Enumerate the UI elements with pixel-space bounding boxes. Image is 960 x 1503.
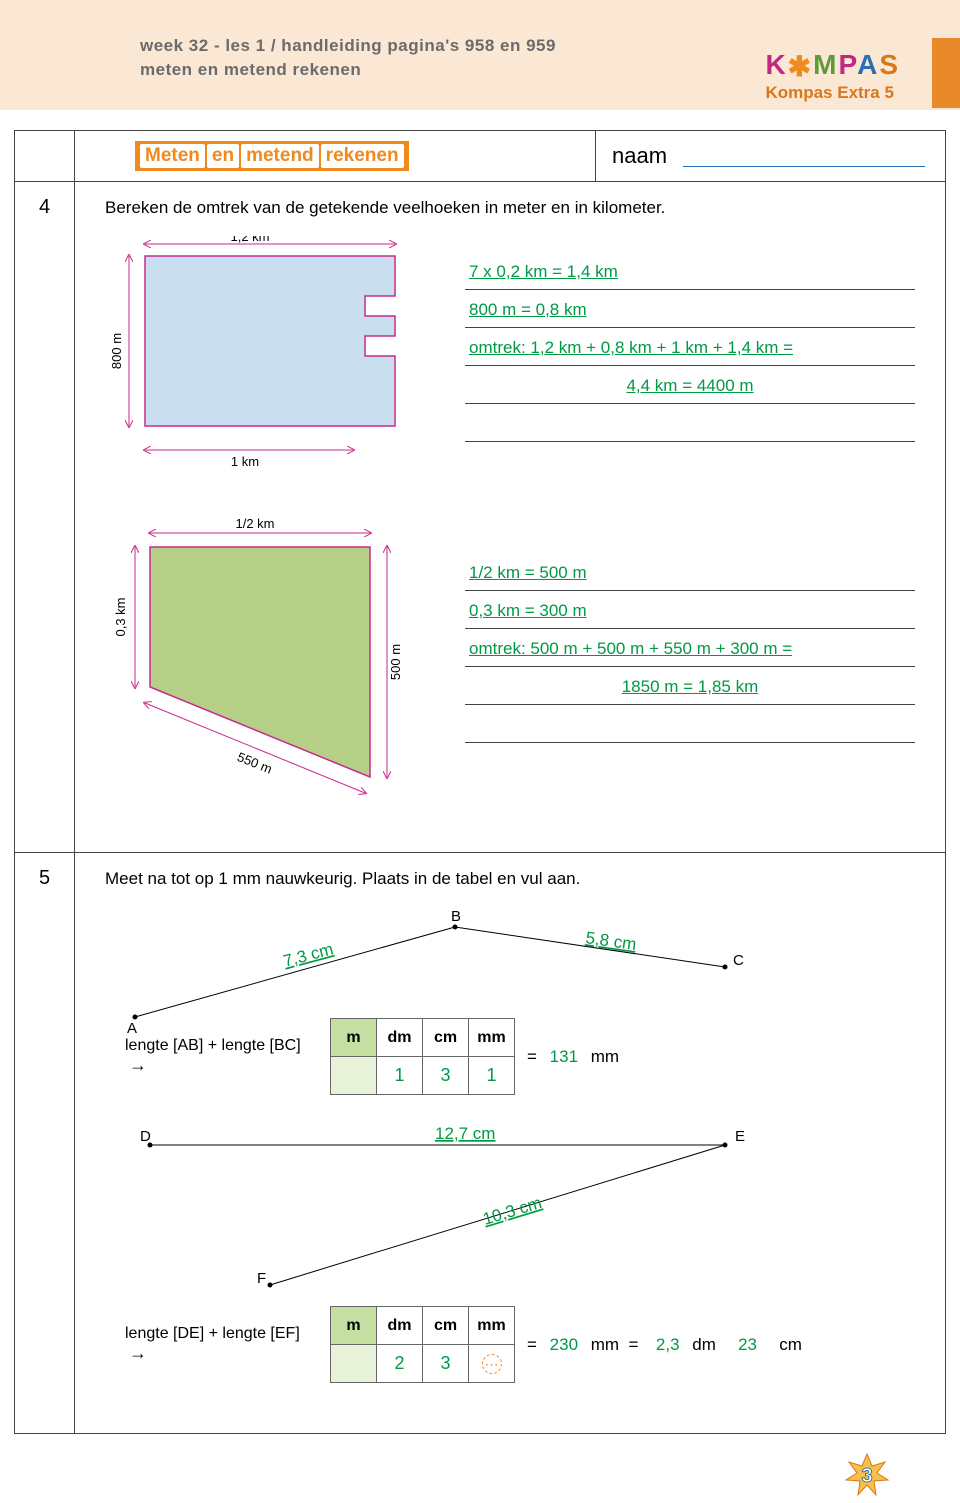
s2-ans2[interactable]: 0,3 km = 300 m [465,595,915,629]
ex5-row2: lengte [DE] + lengte [EF] → m dm cm mm 2… [125,1306,915,1383]
shape1-answers: 7 x 0,2 km = 1,4 km 800 m = 0,8 km omtre… [445,236,915,481]
td2-cm[interactable]: 3 [423,1345,469,1383]
s2-ans5[interactable] [465,709,915,743]
svg-text:A: A [127,1020,137,1037]
ex5-instruction: Meet na tot op 1 mm nauwkeurig. Plaats i… [105,869,915,889]
kompas-logo: K✱MPAS [765,48,900,81]
title-mid: Metenenmetendrekenen [75,131,595,181]
td-dm[interactable]: 1 [377,1057,423,1095]
th-m: m [331,1019,377,1057]
worksheet: Metenenmetendrekenen naam 4 Bereken de o… [14,130,946,1434]
row1-table: m dm cm mm 1 3 1 [330,1018,515,1095]
svg-text:C: C [733,952,744,969]
naam-field: naam [595,131,945,181]
badge-w1: Meten [140,144,205,168]
svg-text:D: D [140,1128,151,1145]
th2-cm: cm [423,1307,469,1345]
svg-text:10,3 cm: 10,3 cm [481,1193,544,1229]
badge-w2: en [207,144,239,168]
header-logo-block: K✱MPAS Kompas Extra 5 [765,48,900,103]
s2-ans4[interactable]: 1850 m = 1,85 km [465,671,915,705]
svg-text:500 m: 500 m [388,644,403,680]
page-header: week 32 - les 1 / handleiding pagina's 9… [0,0,960,110]
td2-mm[interactable]: ⋯ [469,1345,515,1383]
svg-text:F: F [257,1270,266,1287]
td2-dm[interactable]: 2 [377,1345,423,1383]
badge-w4: rekenen [321,144,404,168]
svg-text:1/2 km: 1/2 km [235,517,274,531]
kompas-subtitle: Kompas Extra 5 [765,83,900,103]
s2-ans1[interactable]: 1/2 km = 500 m [465,557,915,591]
header-text: week 32 - les 1 / handleiding pagina's 9… [140,36,556,80]
svg-text:5,8 cm: 5,8 cm [584,928,637,954]
s1-ans4[interactable]: 4,4 km = 4400 m [465,370,915,404]
s1-ans3[interactable]: omtrek: 1,2 km + 0,8 km + 1 km + 1,4 km … [465,332,915,366]
shape2-answers: 1/2 km = 500 m 0,3 km = 300 m omtrek: 50… [445,517,915,812]
badge-w3: metend [241,144,319,168]
exercise-4: 4 Bereken de omtrek van de getekende vee… [15,182,945,853]
exercise-5: 5 Meet na tot op 1 mm nauwkeurig. Plaats… [15,853,945,1433]
svg-text:7,3 cm: 7,3 cm [281,939,335,971]
shape1-svg: 1,2 km 800 m 1 km [105,236,445,481]
page-number-icon: 3 [844,1452,890,1498]
ex5-body: Meet na tot op 1 mm nauwkeurig. Plaats i… [75,853,945,1433]
th2-mm: mm [469,1307,515,1345]
edge-tab [932,38,960,108]
s1-ans1[interactable]: 7 x 0,2 km = 1,4 km [465,256,915,290]
td-mm[interactable]: 1 [469,1057,515,1095]
naam-label: naam [612,143,667,169]
s1-bottom-label: 1 km [231,454,259,469]
svg-text:3: 3 [861,1465,872,1487]
page-number-badge: 3 [0,1452,960,1502]
s1-top-label: 1,2 km [230,236,269,244]
td-cm[interactable]: 3 [423,1057,469,1095]
naam-line[interactable] [683,163,925,167]
title-row: Metenenmetendrekenen naam [15,131,945,182]
svg-text:12,7 cm: 12,7 cm [435,1125,495,1143]
row2-table: m dm cm mm 2 3 ⋯ [330,1306,515,1383]
th-dm: dm [377,1019,423,1057]
s1-ans5[interactable] [465,408,915,442]
svg-text:B: B [451,908,461,925]
ex5-number: 5 [15,853,75,1433]
s1-left-label: 800 m [109,333,124,369]
th-cm: cm [423,1019,469,1057]
ex4-number: 4 [15,182,75,852]
header-line2: meten en metend rekenen [140,60,556,80]
td-m[interactable] [331,1057,377,1095]
ex4-instruction: Bereken de omtrek van de getekende veelh… [105,198,915,218]
title-spacer [15,131,75,181]
th-mm: mm [469,1019,515,1057]
header-line1: week 32 - les 1 / handleiding pagina's 9… [140,36,556,56]
section-badge: Metenenmetendrekenen [135,141,409,171]
td2-m[interactable] [331,1345,377,1383]
svg-text:0,3 km: 0,3 km [113,597,128,636]
ex4-shape1-block: 1,2 km 800 m 1 km 7 x 0,2 km = 1,4 km 80… [105,236,915,481]
th2-dm: dm [377,1307,423,1345]
shape2-svg: 1/2 km 0,3 km 500 m 550 m [105,517,445,812]
ex4-shape2-block: 1/2 km 0,3 km 500 m 550 m 1/2 km = 500 m [105,517,915,812]
row1-formula: lengte [AB] + lengte [BC] → [125,1037,330,1076]
s2-ans3[interactable]: omtrek: 500 m + 500 m + 550 m + 300 m = [465,633,915,667]
row2-formula: lengte [DE] + lengte [EF] → [125,1325,330,1364]
th2-m: m [331,1307,377,1345]
svg-text:E: E [735,1128,745,1145]
ex5-triangle-def: D E F 12,7 cm 10,3 cm [105,1125,805,1305]
row2-result: = 230 mm = 2,3 dm 23 cm [527,1335,802,1355]
row1-result: = 131 mm [527,1047,619,1067]
s1-ans2[interactable]: 800 m = 0,8 km [465,294,915,328]
ex4-body: Bereken de omtrek van de getekende veelh… [75,182,945,852]
